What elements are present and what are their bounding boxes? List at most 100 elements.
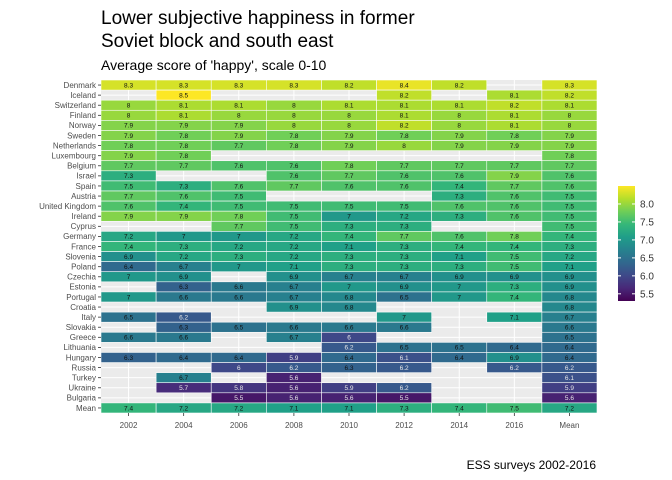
cell-value-label: 7.7 [510, 163, 519, 170]
cell-value-label: 7.7 [510, 183, 519, 190]
y-axis-tick-label: Slovakia [66, 323, 97, 332]
cell-value-label: 6.9 [565, 274, 574, 281]
cell-value-label: 5.8 [234, 385, 243, 392]
cell-value-label: 7.6 [455, 234, 464, 241]
cell-value-label: 7.4 [124, 244, 133, 251]
cell-value-label: 6.2 [510, 365, 519, 372]
y-axis-tick-label: Estonia [69, 283, 96, 292]
legend-tick-label: 5.5 [640, 289, 654, 300]
cell-value-label: 7.3 [400, 224, 409, 231]
cell-value-label: 6.2 [344, 345, 353, 352]
cell-value-label: 8.2 [455, 82, 464, 89]
cell-value-label: 7.5 [510, 264, 519, 271]
cell-value-label: 7.5 [400, 203, 409, 210]
cell-value-label: 7.5 [565, 224, 574, 231]
x-axis-tick-label: 2006 [230, 421, 248, 430]
cell-value-label: 7.1 [455, 254, 464, 261]
cell-value-label: 8 [292, 103, 296, 110]
cell-value-label: 6.7 [289, 335, 298, 342]
cell-value-label: 7.3 [179, 244, 188, 251]
y-axis-tick-label: Portugal [66, 293, 96, 302]
cell-value-label: 7.4 [510, 244, 519, 251]
cell-value-label: 7.6 [565, 183, 574, 190]
cell-value-label: 6.3 [344, 365, 353, 372]
legend-tick-label: 7.0 [640, 235, 654, 246]
cell-value-label: 7.5 [510, 254, 519, 261]
cell-value-label: 8 [127, 113, 131, 120]
cell-value-label: 7.5 [289, 224, 298, 231]
cell-value-label: 6.7 [179, 375, 188, 382]
cell-value-label: 7.3 [455, 193, 464, 200]
cell-value-label: 5.6 [289, 395, 298, 402]
cell-value-label: 6.4 [565, 345, 574, 352]
cell-value-label: 6.6 [179, 294, 188, 301]
cell-value-label: 7.2 [565, 254, 574, 261]
cell-value-label: 8.5 [179, 92, 188, 99]
cell-value-label: 6.4 [124, 264, 133, 271]
cell-value-label: 6.5 [455, 345, 464, 352]
cell-value-label: 6.8 [344, 294, 353, 301]
cell-value-label: 7.8 [400, 133, 409, 140]
cell-value-label: 6.8 [565, 304, 574, 311]
cell-value-label: 7.7 [455, 163, 464, 170]
cell-value-label: 7.5 [565, 193, 574, 200]
cell-value-label: 7.7 [234, 224, 243, 231]
cell-value-label: 8.3 [124, 82, 133, 89]
y-axis-tick-label: Lithuania [64, 343, 97, 352]
cell-value-label: 8.1 [400, 113, 409, 120]
cell-value-label: 7.3 [400, 264, 409, 271]
legend-colorbar [618, 186, 635, 301]
legend-tick-label: 8.0 [640, 199, 654, 210]
cell-value-label: 7.9 [234, 133, 243, 140]
cell-value-label: 7.3 [510, 284, 519, 291]
cell-value-label: 6.9 [400, 284, 409, 291]
cell-value-label: 7.3 [124, 173, 133, 180]
y-axis-tick-label: Bulgaria [67, 394, 97, 403]
cell-value-label: 7.8 [344, 163, 353, 170]
legend-tick-label: 7.5 [640, 217, 654, 228]
cell-value-label: 7.3 [344, 254, 353, 261]
y-axis-tick-label: Germany [63, 232, 96, 241]
cell-value-label: 7.4 [344, 234, 353, 241]
cell-value-label: 7.1 [344, 405, 353, 412]
x-axis-tick-label: 2008 [285, 421, 303, 430]
y-axis-tick-label: Poland [71, 262, 96, 271]
y-axis-tick-labels: DenmarkIcelandSwitzerlandFinlandNorwaySw… [39, 81, 101, 413]
cell-value-label: 8.1 [400, 103, 409, 110]
x-axis-tick-label: 2010 [340, 421, 358, 430]
cell-value-label: 7.9 [510, 173, 519, 180]
cell-value-label: 7.3 [400, 244, 409, 251]
chart-caption: ESS surveys 2002-2016 [466, 458, 596, 472]
cell-value-label: 7.7 [124, 163, 133, 170]
cell-value-label: 8.1 [455, 103, 464, 110]
cell-value-label: 8.2 [400, 92, 409, 99]
cell-value-label: 7.8 [510, 234, 519, 241]
y-axis-tick-label: Switzerland [55, 101, 96, 110]
cell-value-label: 7.8 [124, 143, 133, 150]
cell-value-label: 5.6 [289, 385, 298, 392]
cell-value-label: 8.2 [565, 92, 574, 99]
chart-title-line-1: Lower subjective happiness in former [101, 8, 415, 29]
y-axis-tick-label: Ireland [72, 212, 96, 221]
cell-value-label: 8.2 [400, 123, 409, 130]
cell-value-label: 6.5 [234, 325, 243, 332]
cell-value-label: 8.1 [510, 123, 519, 130]
cell-value-label: 8 [292, 123, 296, 130]
cell-value-label: 5.6 [565, 395, 574, 402]
cell-value-label: 6 [347, 335, 351, 342]
heatmap-cells [100, 79, 598, 414]
cell-value-label: 6.1 [400, 355, 409, 362]
cell-value-label: 7.8 [179, 153, 188, 160]
cell-value-label: 7.9 [565, 133, 574, 140]
y-axis-tick-label: Sweden [67, 131, 96, 140]
cell-value-label: 7.6 [510, 193, 519, 200]
y-axis-tick-label: Netherlands [53, 141, 96, 150]
y-axis-tick-label: Russia [72, 363, 97, 372]
cell-value-label: 7.7 [124, 193, 133, 200]
cell-value-label: 7.7 [289, 183, 298, 190]
y-axis-tick-label: Turkey [72, 373, 96, 382]
cell-value-label: 5.9 [565, 385, 574, 392]
y-axis-tick-label: Israel [76, 172, 96, 181]
cell-value-label: 8 [347, 123, 351, 130]
x-axis-tick-label: Mean [559, 421, 579, 430]
